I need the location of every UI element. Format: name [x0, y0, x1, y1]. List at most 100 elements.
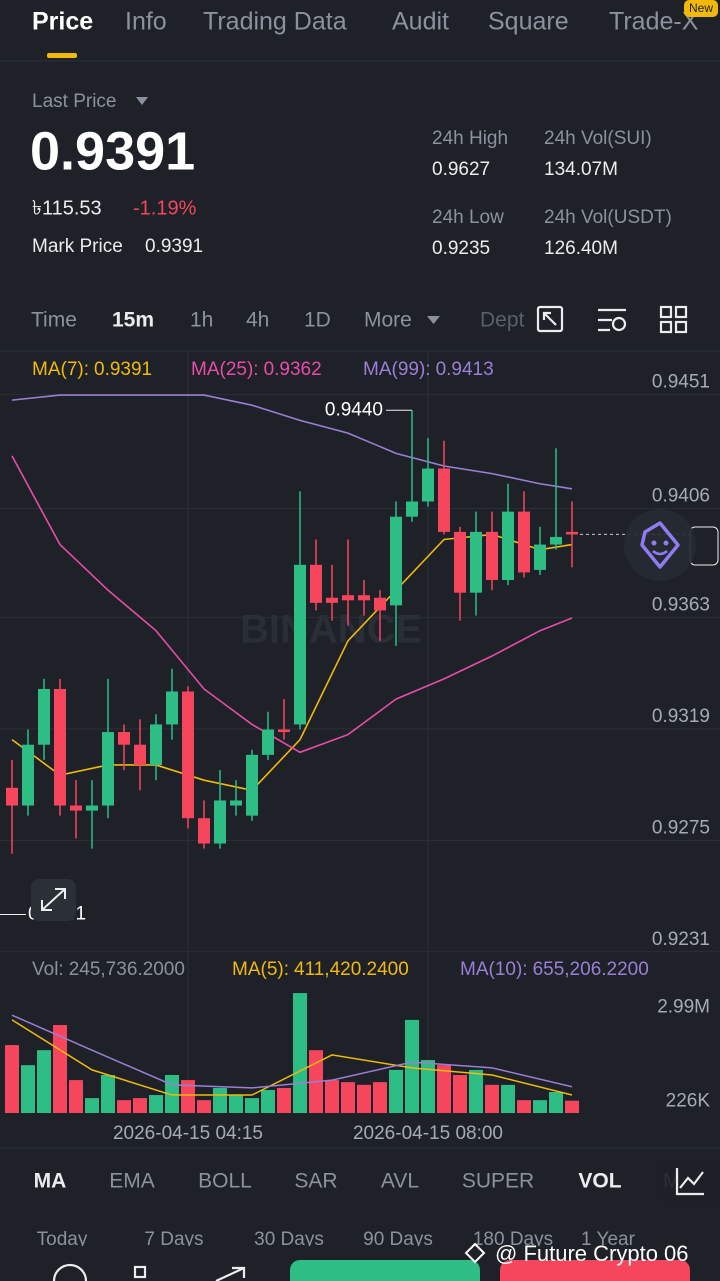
chart-watermark: BINANCE: [240, 608, 422, 652]
sell-button[interactable]: [500, 1260, 690, 1281]
candle-body: [246, 754, 258, 816]
watermark-logo: [464, 1242, 486, 1264]
stat-value: 0.9235: [432, 238, 490, 259]
ma-line: [11, 455, 573, 754]
volume-bar: [21, 1065, 35, 1113]
range[interactable]: 7 Days: [144, 1229, 203, 1250]
candle-body: [6, 787, 18, 806]
volume-bar: [533, 1100, 547, 1113]
candle-body: [262, 729, 274, 755]
timeframe[interactable]: More: [364, 309, 412, 332]
candle-body: [438, 468, 450, 532]
legend-label: MA(7):: [32, 359, 89, 380]
chart-settings-icon[interactable]: [675, 1168, 704, 1196]
badge-text: New: [689, 1, 713, 15]
tab[interactable]: Price: [32, 8, 93, 36]
volume-bar: [197, 1100, 211, 1113]
timeframe[interactable]: 1D: [304, 309, 331, 332]
candle-body: [54, 688, 66, 806]
assistant-icon: [652, 550, 668, 556]
tab[interactable]: Info: [125, 8, 167, 36]
assistant-button[interactable]: [624, 509, 696, 581]
volume-bar: [389, 1069, 403, 1113]
buy-button[interactable]: [290, 1260, 480, 1281]
assistant-icon: [640, 521, 680, 569]
last-price: 0.9391: [30, 121, 195, 181]
indicator[interactable]: MA: [34, 1170, 67, 1193]
tab[interactable]: Audit: [392, 8, 449, 36]
volume-bar: [261, 1089, 275, 1113]
volume-bar: [117, 1100, 131, 1113]
nav-icon[interactable]: [133, 1265, 147, 1279]
indicator[interactable]: SAR: [294, 1170, 337, 1193]
candle-body: [214, 800, 226, 844]
legend-label: Vol:: [32, 959, 64, 980]
candle-body: [342, 595, 354, 601]
timeframe[interactable]: 1h: [190, 309, 213, 332]
candle-body: [358, 595, 370, 601]
candle-body: [518, 511, 530, 573]
candle-body: [454, 531, 466, 593]
timeframe[interactable]: Dept: [480, 309, 525, 332]
volume-bar: [69, 1080, 83, 1113]
ma-line: [11, 1019, 573, 1096]
y-tick-label: 0.9363: [652, 594, 710, 615]
indicator[interactable]: AVL: [381, 1170, 419, 1193]
range[interactable]: 180 Days: [473, 1229, 553, 1250]
stat-label: 24h High: [432, 128, 508, 149]
dropdown-arrow: [427, 316, 440, 324]
legend-value: 655,206.2200: [533, 959, 649, 980]
mark-price: 0.9391: [145, 236, 203, 257]
candle-body: [374, 597, 386, 611]
volume-bar: [469, 1069, 483, 1113]
timeframe[interactable]: 4h: [246, 309, 269, 332]
legend-label: MA(10):: [460, 959, 528, 980]
candle-body: [294, 564, 306, 725]
stat-value: 126.40M: [544, 238, 618, 259]
badge: [684, 0, 718, 17]
volume-bar: [213, 1087, 227, 1113]
range[interactable]: Today: [37, 1229, 88, 1250]
y-tick-label: 0.9451: [652, 371, 710, 392]
indicator[interactable]: BOLL: [198, 1170, 252, 1193]
dropdown-arrow: [136, 97, 148, 105]
candle-body: [86, 805, 98, 811]
price-change: -1.19%: [133, 197, 197, 219]
volume-bar: [421, 1060, 435, 1113]
x-tick-label: 2026-04-15 08:00: [353, 1123, 503, 1144]
candle-body: [70, 805, 82, 811]
legend-value: 0.9362: [264, 359, 322, 380]
volume-bar: [277, 1087, 291, 1113]
stat-value: 0.9627: [432, 159, 490, 180]
ma-line: [11, 1014, 573, 1089]
last-price-label[interactable]: Last Price: [32, 91, 116, 112]
timeframe[interactable]: 15m: [112, 309, 154, 332]
candle-body: [390, 516, 402, 606]
y-tick-label: 226K: [666, 1090, 711, 1111]
toolbar-icons[interactable]: [536, 305, 688, 334]
volume-bar: [5, 1045, 19, 1113]
watermark: @ Future Crypto 06: [495, 1241, 689, 1266]
tab[interactable]: Trade-X: [609, 8, 699, 36]
range[interactable]: 90 Days: [363, 1229, 433, 1250]
volume-bar: [437, 1065, 451, 1113]
volume-bar: [37, 1050, 51, 1113]
nav-icon[interactable]: [215, 1266, 246, 1281]
tab[interactable]: Square: [488, 8, 569, 36]
range[interactable]: 30 Days: [254, 1229, 324, 1250]
indicator[interactable]: SUPER: [462, 1170, 534, 1193]
timeframe[interactable]: Time: [31, 309, 77, 332]
y-tick-label: 0.9319: [652, 706, 710, 727]
volume-bar: [133, 1098, 147, 1113]
volume-bar: [85, 1098, 99, 1113]
indicator[interactable]: EMA: [109, 1170, 155, 1193]
volume-bar: [341, 1082, 355, 1113]
range[interactable]: 1 Year: [581, 1229, 636, 1250]
tab[interactable]: Trading Data: [203, 8, 347, 36]
nav-icon[interactable]: [52, 1263, 88, 1281]
volume-bar: [549, 1092, 563, 1113]
candle-body: [166, 691, 178, 725]
fade: [660, 1160, 720, 1204]
indicator[interactable]: VOL: [578, 1170, 621, 1193]
